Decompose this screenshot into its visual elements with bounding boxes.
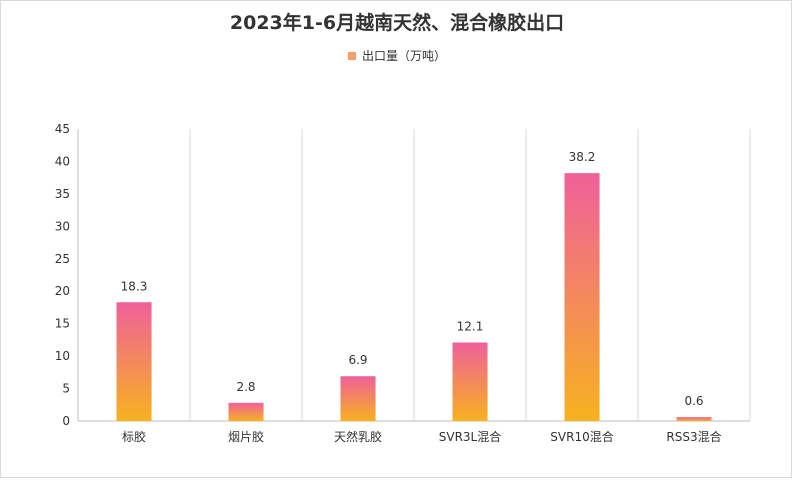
bar[interactable]: [340, 376, 376, 421]
x-tick-label: SVR10混合: [550, 429, 613, 444]
x-tick-label: RSS3混合: [666, 429, 721, 444]
legend-label: 出口量（万吨）: [361, 49, 446, 63]
x-tick-label: 烟片胶: [228, 429, 264, 444]
bar[interactable]: [564, 173, 600, 421]
legend[interactable]: 出口量（万吨）: [0, 47, 794, 64]
y-tick-label: 45: [55, 122, 70, 136]
data-label: 2.8: [236, 380, 255, 394]
y-tick-label: 20: [55, 284, 70, 298]
bar[interactable]: [228, 402, 264, 421]
data-label: 12.1: [457, 319, 484, 333]
y-tick-label: 40: [55, 154, 70, 168]
data-label: 6.9: [348, 353, 367, 367]
y-tick-label: 15: [55, 317, 70, 331]
y-tick-label: 10: [55, 349, 70, 363]
chart-title: 2023年1-6月越南天然、混合橡胶出口: [229, 12, 565, 34]
x-tick-label: 标胶: [122, 429, 146, 444]
y-tick-label: 35: [55, 187, 70, 201]
x-tick-label: 天然乳胶: [334, 429, 382, 444]
bar[interactable]: [452, 342, 488, 421]
y-tick-label: 5: [62, 382, 70, 396]
bar[interactable]: [116, 302, 152, 421]
y-tick-label: 30: [55, 219, 70, 233]
data-label: 38.2: [569, 150, 596, 164]
y-tick-label: 25: [55, 252, 70, 266]
y-tick-label: 0: [62, 414, 70, 428]
data-label: 18.3: [121, 279, 148, 293]
x-tick-label: SVR3L混合: [439, 429, 502, 444]
legend-swatch: [347, 51, 356, 60]
data-label: 0.6: [684, 394, 703, 408]
bar[interactable]: [676, 417, 712, 421]
